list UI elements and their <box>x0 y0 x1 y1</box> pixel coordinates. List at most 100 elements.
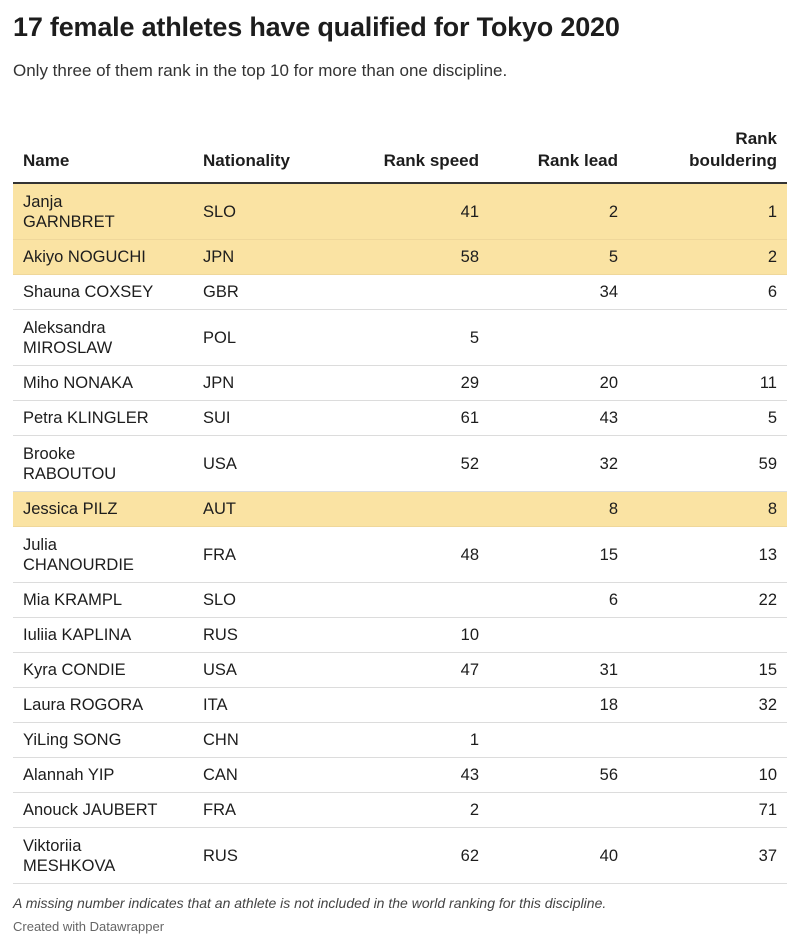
table-row: Aleksandra MIROSLAW POL 5 <box>13 309 787 366</box>
cell-nationality: SUI <box>193 400 309 436</box>
cell-rank-lead: 40 <box>489 827 628 884</box>
cell-name: Aleksandra MIROSLAW <box>13 309 193 366</box>
name-text: Aleksandra MIROSLAW <box>23 318 113 357</box>
cell-rank-speed: 5 <box>309 309 489 366</box>
table-row: Petra KLINGLER SUI 61 43 5 <box>13 400 787 436</box>
athletes-table: Name Nationality Rank speed Rank lead Ra… <box>13 110 787 884</box>
credit-link[interactable]: Created with Datawrapper <box>13 919 165 934</box>
cell-rank-bouldering: 10 <box>628 757 787 793</box>
cell-rank-bouldering: 59 <box>628 435 787 492</box>
cell-rank-speed: 2 <box>309 792 489 828</box>
table-row: Anouck JAUBERT FRA 2 71 <box>13 792 787 828</box>
table-row: Miho NONAKA JPN 29 20 11 <box>13 365 787 401</box>
column-header-name[interactable]: Name <box>13 110 193 184</box>
cell-nationality: JPN <box>193 239 309 275</box>
cell-rank-bouldering <box>628 722 787 758</box>
cell-rank-lead <box>489 309 628 366</box>
column-header-rank-bouldering[interactable]: Rank bouldering <box>628 110 787 184</box>
cell-name: Petra KLINGLER <box>13 400 193 436</box>
cell-rank-lead: 15 <box>489 526 628 583</box>
cell-name: Laura ROGORA <box>13 687 193 723</box>
cell-name: Brooke RABOUTOU <box>13 435 193 492</box>
name-text: Julia CHANOURDIE <box>23 535 134 574</box>
footnote: A missing number indicates that an athle… <box>13 895 607 911</box>
cell-nationality: ITA <box>193 687 309 723</box>
cell-rank-speed: 43 <box>309 757 489 793</box>
cell-rank-bouldering: 71 <box>628 792 787 828</box>
table-row: Viktoriia MESHKOVA RUS 62 40 37 <box>13 827 787 884</box>
cell-name: Julia CHANOURDIE <box>13 526 193 583</box>
cell-nationality: AUT <box>193 491 309 527</box>
name-text: Janja GARNBRET <box>23 192 115 231</box>
cell-rank-lead: 32 <box>489 435 628 492</box>
cell-rank-lead <box>489 792 628 828</box>
cell-rank-speed: 29 <box>309 365 489 401</box>
cell-rank-speed: 1 <box>309 722 489 758</box>
cell-rank-lead: 8 <box>489 491 628 527</box>
cell-rank-lead <box>489 722 628 758</box>
cell-name: Miho NONAKA <box>13 365 193 401</box>
cell-rank-bouldering <box>628 617 787 653</box>
table-header: Name Nationality Rank speed Rank lead Ra… <box>13 110 787 184</box>
cell-rank-speed <box>309 687 489 723</box>
cell-name: Viktoriia MESHKOVA <box>13 827 193 884</box>
cell-rank-lead: 56 <box>489 757 628 793</box>
column-header-rank-lead[interactable]: Rank lead <box>489 110 628 184</box>
cell-rank-bouldering: 13 <box>628 526 787 583</box>
cell-rank-bouldering: 8 <box>628 491 787 527</box>
table-row: Brooke RABOUTOU USA 52 32 59 <box>13 435 787 492</box>
table-row: Jessica PILZ AUT 8 8 <box>13 491 787 527</box>
cell-rank-bouldering: 2 <box>628 239 787 275</box>
cell-name: Alannah YIP <box>13 757 193 793</box>
cell-name: Kyra CONDIE <box>13 652 193 688</box>
cell-nationality: POL <box>193 309 309 366</box>
cell-rank-speed: 61 <box>309 400 489 436</box>
cell-name: Iuliia KAPLINA <box>13 617 193 653</box>
cell-nationality: USA <box>193 435 309 492</box>
chart-subtitle: Only three of them rank in the top 10 fo… <box>13 61 508 80</box>
cell-nationality: JPN <box>193 365 309 401</box>
header-row: Name Nationality Rank speed Rank lead Ra… <box>13 110 787 184</box>
cell-rank-speed: 58 <box>309 239 489 275</box>
cell-rank-lead <box>489 617 628 653</box>
cell-rank-bouldering: 22 <box>628 582 787 618</box>
table-body: Janja GARNBRET SLO 41 2 1 Akiyo NOGUCHI JPN 58 5… <box>13 183 787 884</box>
cell-rank-lead: 18 <box>489 687 628 723</box>
cell-name: Akiyo NOGUCHI <box>13 239 193 275</box>
table-row: Kyra CONDIE USA 47 31 15 <box>13 652 787 688</box>
cell-rank-speed <box>309 274 489 310</box>
column-header-rank-speed[interactable]: Rank speed <box>309 110 489 184</box>
cell-rank-speed: 48 <box>309 526 489 583</box>
cell-name: Janja GARNBRET <box>13 183 193 240</box>
cell-rank-lead: 5 <box>489 239 628 275</box>
cell-nationality: FRA <box>193 526 309 583</box>
cell-nationality: FRA <box>193 792 309 828</box>
cell-name: Jessica PILZ <box>13 491 193 527</box>
cell-rank-speed: 52 <box>309 435 489 492</box>
cell-name: Shauna COXSEY <box>13 274 193 310</box>
cell-name: YiLing SONG <box>13 722 193 758</box>
cell-rank-bouldering <box>628 309 787 366</box>
table-row: Julia CHANOURDIE FRA 48 15 13 <box>13 526 787 583</box>
cell-rank-speed: 62 <box>309 827 489 884</box>
cell-rank-speed: 41 <box>309 183 489 240</box>
column-header-nationality[interactable]: Nationality <box>193 110 309 184</box>
cell-nationality: SLO <box>193 183 309 240</box>
cell-rank-lead: 34 <box>489 274 628 310</box>
table-row: Iuliia KAPLINA RUS 10 <box>13 617 787 653</box>
table-row: Mia KRAMPL SLO 6 22 <box>13 582 787 618</box>
cell-rank-bouldering: 6 <box>628 274 787 310</box>
cell-rank-bouldering: 11 <box>628 365 787 401</box>
cell-nationality: SLO <box>193 582 309 618</box>
cell-rank-speed: 47 <box>309 652 489 688</box>
chart-title: 17 female athletes have qualified for To… <box>13 12 620 42</box>
cell-rank-lead: 31 <box>489 652 628 688</box>
cell-rank-lead: 20 <box>489 365 628 401</box>
name-text: Viktoriia MESHKOVA <box>23 836 116 875</box>
cell-nationality: RUS <box>193 617 309 653</box>
cell-rank-bouldering: 32 <box>628 687 787 723</box>
cell-nationality: GBR <box>193 274 309 310</box>
cell-rank-speed <box>309 491 489 527</box>
cell-rank-bouldering: 15 <box>628 652 787 688</box>
